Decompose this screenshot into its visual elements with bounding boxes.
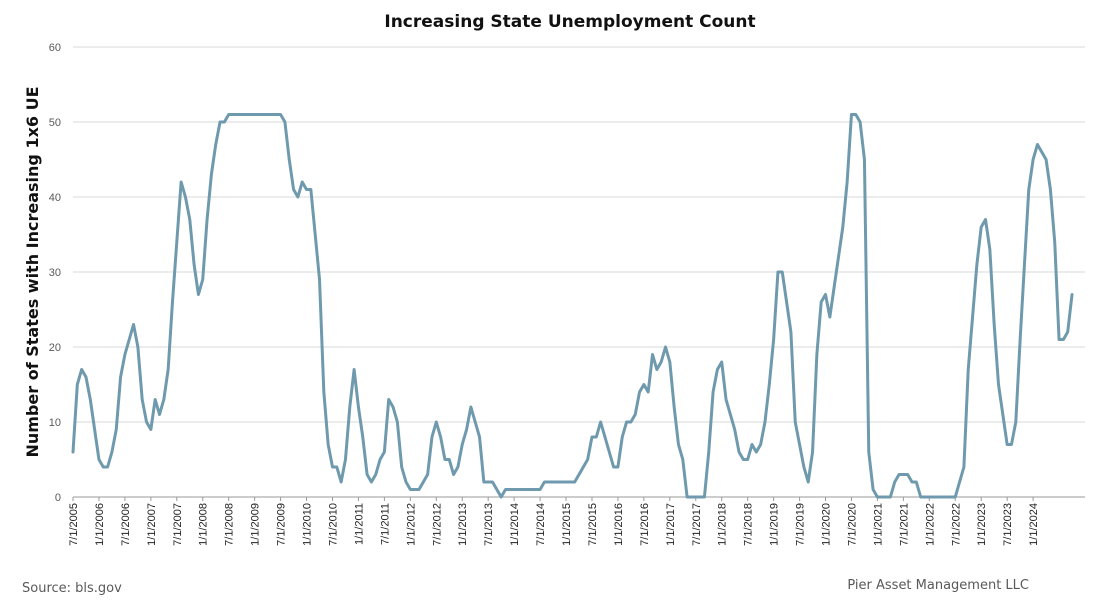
x-tick-label: 1/1/2016: [613, 503, 625, 546]
x-tick-label: 7/1/2022: [950, 503, 962, 546]
x-tick-label: 1/1/2022: [924, 503, 936, 546]
x-tick-label: 7/1/2013: [483, 503, 495, 546]
x-tick-label: 7/1/2019: [795, 503, 807, 546]
x-tick-label: 1/1/2021: [872, 503, 884, 546]
x-tick-label: 1/1/2017: [665, 503, 677, 546]
x-tick-label: 1/1/2007: [146, 503, 158, 546]
x-tick-label: 7/1/2010: [327, 503, 339, 546]
x-tick-label: 7/1/2018: [743, 503, 755, 546]
credit-note: Pier Asset Management LLC: [847, 578, 1029, 593]
y-axis-ticks: 0 10 20 30 40 50 60: [49, 42, 61, 504]
x-tick-label: 7/1/2005: [68, 503, 80, 546]
x-tick-label: 7/1/2021: [898, 503, 910, 546]
y-tick-label: 40: [49, 192, 61, 204]
x-tick-label: 7/1/2023: [1002, 503, 1014, 546]
x-tick-label: 1/1/2018: [717, 503, 729, 546]
y-tick-label: 60: [49, 42, 61, 54]
x-tick-label: 7/1/2016: [639, 503, 651, 546]
series-line: [71, 113, 1074, 499]
x-tick-label: 1/1/2006: [94, 503, 106, 546]
x-tick-label: 7/1/2017: [691, 503, 703, 546]
x-tick-label: 7/1/2009: [276, 503, 288, 546]
x-tick-label: 1/1/2019: [769, 503, 781, 546]
y-axis-label: Number of States with Increasing 1x6 UE: [23, 86, 42, 457]
gridlines: [73, 46, 1085, 423]
x-tick-label: 7/1/2006: [120, 503, 132, 546]
x-tick-label: 1/1/2011: [353, 503, 365, 545]
x-tick-label: 1/1/2015: [561, 503, 573, 546]
x-tick-label: 1/1/2014: [509, 503, 521, 546]
source-note: Source: bls.gov: [22, 581, 122, 596]
x-tick-label: 1/1/2008: [198, 503, 210, 546]
y-tick-label: 0: [55, 492, 61, 504]
x-tick-label: 1/1/2013: [457, 503, 469, 546]
x-tick-label: 1/1/2012: [405, 503, 417, 546]
y-tick-label: 50: [49, 117, 61, 129]
x-tick-label: 7/1/2008: [224, 503, 236, 546]
x-axis-ticks: 7/1/2005 1/1/2006 7/1/2006 1/1/2007 7/1/2007…: [68, 497, 1040, 546]
x-tick-label: 7/1/2014: [535, 503, 547, 546]
x-tick-label: 7/1/2011: [379, 503, 391, 545]
x-tick-label: 1/1/2020: [821, 503, 833, 546]
x-tick-label: 1/1/2023: [976, 503, 988, 546]
x-tick-label: 7/1/2007: [172, 503, 184, 546]
x-tick-label: 7/1/2020: [846, 503, 858, 546]
y-tick-label: 30: [49, 267, 61, 279]
x-tick-label: 1/1/2024: [1028, 503, 1040, 546]
x-tick-label: 1/1/2010: [302, 503, 314, 546]
x-tick-label: 1/1/2009: [250, 503, 262, 546]
chart-title: Increasing State Unemployment Count: [384, 12, 755, 32]
y-tick-label: 20: [49, 342, 61, 354]
y-tick-label: 10: [49, 417, 61, 429]
x-tick-label: 7/1/2012: [431, 503, 443, 546]
x-tick-label: 7/1/2015: [587, 503, 599, 546]
